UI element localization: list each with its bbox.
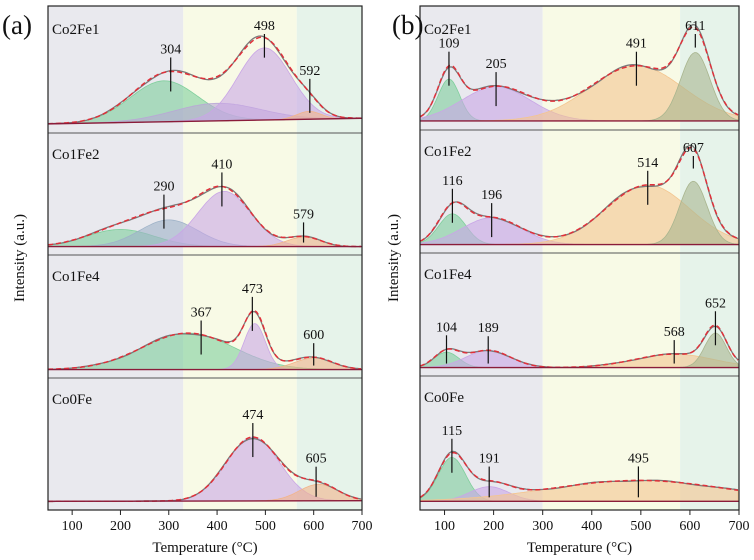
fitted-curve: [419, 451, 739, 498]
temperature-band: [296, 6, 362, 510]
peak-label: 189: [478, 321, 499, 336]
peak-label: 115: [442, 424, 462, 439]
sample-label: Co0Fe: [424, 390, 464, 406]
peak-label: 498: [254, 19, 275, 34]
x-tick-label: 600: [303, 519, 324, 534]
fitted-curve: [47, 36, 361, 125]
x-tick-label: 200: [483, 519, 504, 534]
baseline-line: [47, 117, 363, 125]
x-tick-label: 700: [352, 519, 373, 534]
peak-label: 592: [299, 64, 320, 79]
y-axis-title-a: Intensity (a.u.): [12, 214, 28, 302]
peak-label: 491: [626, 37, 647, 52]
peak-label: 191: [479, 452, 500, 467]
sample-label: Co1Fe2: [52, 147, 100, 163]
peak-label: 600: [303, 328, 324, 343]
x-tick-label: 300: [532, 519, 553, 534]
y-axis-title-b: Intensity (a.u.): [386, 214, 402, 302]
x-tick-label: 200: [110, 519, 131, 534]
peak-label: 652: [705, 296, 726, 311]
x-tick-label: 700: [729, 519, 750, 534]
peak-label: 410: [211, 157, 232, 172]
fitted-curve: [419, 324, 739, 369]
sample-label: Co1Fe4: [52, 269, 100, 285]
x-tick-label: 400: [581, 519, 602, 534]
peak-label: 611: [685, 19, 705, 34]
peak-label: 104: [436, 320, 457, 335]
peak-label: 495: [628, 451, 649, 466]
x-tick-label: 400: [207, 519, 228, 534]
peak-label: 116: [442, 174, 462, 189]
peak-label: 514: [637, 156, 658, 171]
x-tick-label: 100: [62, 519, 83, 534]
fitted-curve: [419, 146, 739, 242]
x-tick-label: 500: [255, 519, 276, 534]
peak-label: 109: [438, 37, 459, 52]
sample-label: Co1Fe2: [424, 144, 472, 160]
sample-label: Co0Fe: [52, 392, 92, 408]
peak-label: 196: [481, 188, 502, 203]
peak-label: 304: [160, 42, 181, 57]
panel-frame: [47, 5, 363, 511]
peak-label: 568: [664, 325, 685, 340]
peak-label: 290: [153, 180, 174, 195]
sample-label: Co2Fe1: [424, 22, 472, 38]
peak-label: 579: [293, 207, 314, 222]
peak-label: 605: [306, 452, 327, 467]
sample-label: Co1Fe4: [424, 267, 472, 283]
fitted-curve: [419, 26, 739, 118]
x-axis-title: Temperature (°C): [527, 540, 632, 556]
fitted-curve: [47, 309, 362, 370]
x-tick-label: 300: [158, 519, 179, 534]
panel-tag: (b): [392, 10, 423, 40]
panel-frame: [419, 5, 740, 511]
peak-label: 473: [242, 282, 263, 297]
x-tick-label: 100: [434, 519, 455, 534]
peak-label: 607: [683, 141, 704, 156]
peak-label: 367: [191, 306, 212, 321]
x-tick-label: 600: [679, 519, 700, 534]
sample-label: Co2Fe1: [52, 22, 100, 38]
temperature-band: [420, 6, 543, 510]
fitted-curve: [47, 185, 361, 248]
peak-label: 474: [242, 408, 263, 423]
peak-label: 205: [486, 57, 507, 72]
panel-tag: (a): [2, 10, 32, 40]
x-axis-title: Temperature (°C): [152, 540, 257, 556]
baseline-line: [47, 500, 363, 503]
x-tick-label: 500: [630, 519, 651, 534]
